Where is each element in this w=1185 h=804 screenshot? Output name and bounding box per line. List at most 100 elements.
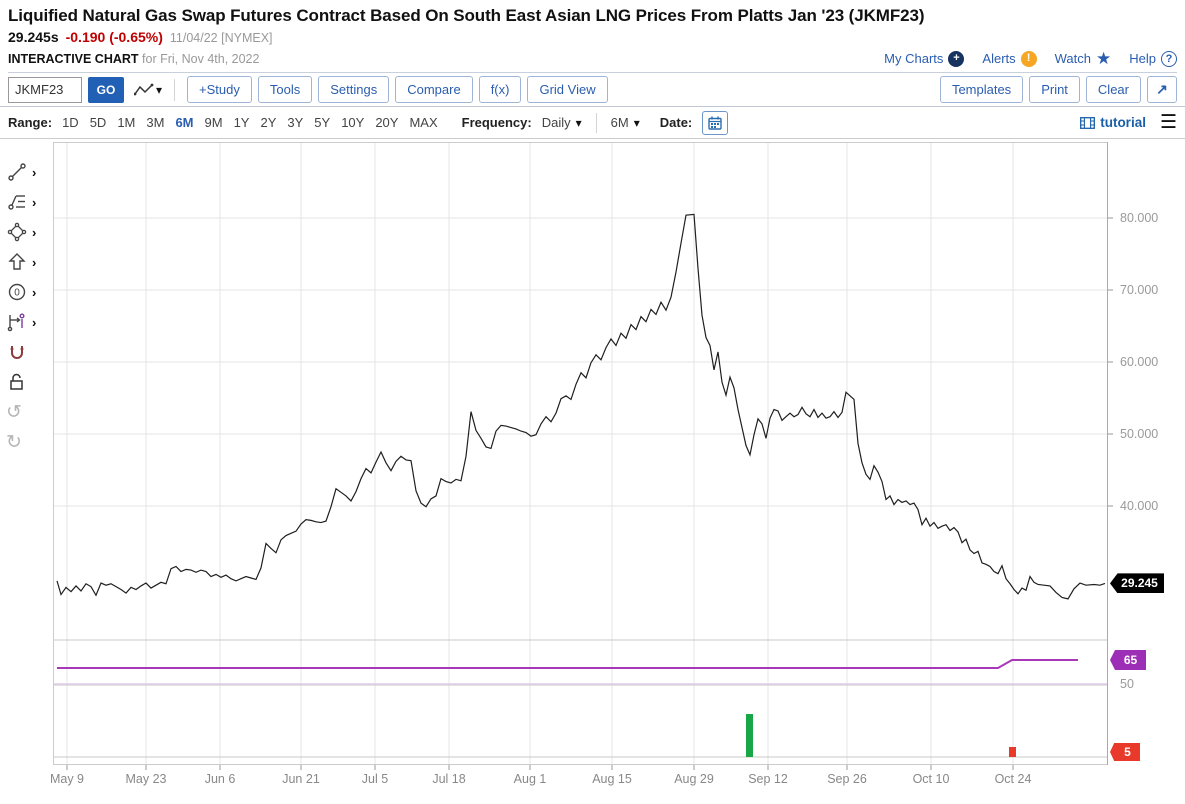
range-divider (595, 112, 597, 133)
range-bar-right: tutorial ☰ (1080, 113, 1177, 132)
calendar-icon (708, 116, 722, 130)
y-tick-40.000: 40.000 (1120, 499, 1159, 513)
range-option-3m[interactable]: 3M (146, 115, 165, 130)
calendar-button[interactable] (702, 110, 729, 135)
grid-view-button[interactable]: Grid View (527, 76, 608, 103)
x-tick-sep-26: Sep 26 (827, 772, 867, 786)
last-price-tag: 29.245 (1110, 573, 1164, 594)
toolbar-right-buttons: Templates Print Clear ↗ (939, 76, 1177, 103)
compare-button[interactable]: Compare (395, 76, 473, 103)
last-price: 29.245s (8, 29, 59, 45)
range-option-1d[interactable]: 1D (62, 115, 79, 130)
section-title: INTERACTIVE CHART for Fri, Nov 4th, 2022 (8, 51, 260, 66)
film-strip-icon (1080, 116, 1096, 129)
price-change: -0.190 (-0.65%) (65, 29, 163, 45)
range-option-20y[interactable]: 20Y (375, 115, 399, 130)
bar-panel-value-tag: 5 (1110, 743, 1140, 761)
x-tick-oct-10: Oct 10 (912, 772, 950, 786)
page-title: Liquified Natural Gas Swap Futures Contr… (8, 6, 925, 25)
section-row: INTERACTIVE CHART for Fri, Nov 4th, 2022… (8, 50, 1177, 73)
range-option-1y[interactable]: 1Y (233, 115, 250, 130)
quote-date: 11/04/22 [NYMEX] (169, 31, 273, 45)
clear-button[interactable]: Clear (1085, 76, 1141, 103)
popout-chart-button[interactable]: ↗ (1147, 76, 1177, 103)
line-chart-icon (134, 83, 154, 95)
magnet-mode[interactable] (6, 337, 50, 367)
shapes-tool[interactable]: › (6, 217, 50, 247)
frequency-select[interactable]: Daily ▾ (541, 115, 582, 130)
menu-icon[interactable]: ☰ (1159, 112, 1177, 133)
circled-zero-icon: 0 (8, 283, 26, 301)
tutorial-link[interactable]: tutorial (1080, 115, 1146, 130)
range-option-max[interactable]: MAX (409, 115, 438, 130)
redo-icon: ↻ (6, 431, 22, 453)
undo[interactable]: ↺ (6, 397, 50, 427)
range-options: 1D 5D 1M 3M 6M 9M 1Y 2Y 3Y 5Y 10Y 20Y MAX (62, 115, 438, 130)
chevron-right-icon: › (32, 284, 37, 300)
range-option-5d[interactable]: 5D (89, 115, 107, 130)
y-tick-50.000: 50.000 (1120, 427, 1159, 441)
star-icon: ★ (1096, 49, 1112, 68)
my-charts-link[interactable]: My Charts + (884, 50, 965, 67)
unlock-drawings[interactable] (6, 367, 50, 397)
y-tick-70.000: 70.000 (1120, 283, 1159, 297)
chart-toolbar: GO ▾ +StudyToolsSettingsComparef(x)Grid … (0, 73, 1185, 107)
cycle-tool[interactable]: 0 › (6, 277, 50, 307)
period-select[interactable]: 6M ▾ (610, 115, 640, 130)
header: Liquified Natural Gas Swap Futures Contr… (0, 0, 1185, 73)
undo-icon: ↺ (6, 401, 22, 423)
date-label: Date: (659, 115, 693, 130)
chevron-down-icon: ▾ (575, 115, 582, 130)
arrow-tool[interactable]: › (6, 247, 50, 277)
y-tick-60.000: 60.000 (1120, 355, 1159, 369)
help-link[interactable]: Help? (1129, 50, 1177, 67)
study-button[interactable]: +Study (187, 76, 252, 103)
go-button[interactable]: GO (88, 76, 124, 103)
arrow-up-right-icon: ↗ (1156, 81, 1168, 97)
chart-type-selector[interactable]: ▾ (134, 82, 162, 98)
question-circle-icon: ? (1161, 50, 1177, 67)
indicator-value-tag: 65 (1110, 650, 1146, 670)
x-tick-jul-5: Jul 5 (361, 772, 389, 786)
annotation-tool[interactable]: › (6, 187, 50, 217)
range-option-9m[interactable]: 9M (204, 115, 223, 130)
range-option-6m[interactable]: 6M (175, 115, 194, 130)
x-tick-aug-15: Aug 15 (592, 772, 632, 786)
svg-text:0: 0 (14, 288, 20, 299)
header-links: My Charts + Alerts! Watch ★ Help? (884, 50, 1177, 67)
chevron-right-icon: › (32, 194, 37, 210)
indicator-ref-label: 50 (1120, 677, 1134, 691)
redo[interactable]: ↻ (6, 427, 50, 457)
measure-tool[interactable]: › (6, 307, 50, 337)
chevron-right-icon: › (32, 314, 37, 330)
quote-row: 29.245s -0.190 (-0.65%) 11/04/22 [NYMEX] (8, 29, 1177, 45)
range-option-1m[interactable]: 1M (117, 115, 136, 130)
range-option-2y[interactable]: 2Y (260, 115, 277, 130)
print-button[interactable]: Print (1029, 76, 1080, 103)
x-tick-jun-21: Jun 21 (282, 772, 320, 786)
range-option-10y[interactable]: 10Y (341, 115, 365, 130)
watch-link[interactable]: Watch ★ (1054, 49, 1112, 68)
range-option-3y[interactable]: 3Y (287, 115, 304, 130)
chevron-right-icon: › (32, 254, 37, 270)
toolbar-divider (174, 78, 176, 101)
templates-button[interactable]: Templates (939, 76, 1024, 103)
x-tick-sep-12: Sep 12 (748, 772, 788, 786)
plus-circle-icon: + (948, 50, 965, 67)
x-tick-aug-1: Aug 1 (513, 772, 547, 786)
f-x-button[interactable]: f(x) (478, 76, 522, 103)
unlock-icon (10, 373, 23, 390)
arrow-icon (8, 253, 26, 270)
range-option-5y[interactable]: 5Y (314, 115, 331, 130)
drawing-tools-sidebar: › › › › 0 › › (6, 157, 50, 457)
symbol-input[interactable] (8, 76, 82, 103)
x-tick-may-9: May 9 (49, 772, 85, 786)
chevron-right-icon: › (32, 224, 37, 240)
tools-button[interactable]: Tools (257, 76, 313, 103)
settings-button[interactable]: Settings (318, 76, 390, 103)
alerts-link[interactable]: Alerts! (982, 50, 1037, 67)
trendline-tool[interactable]: › (6, 157, 50, 187)
magnet-icon (10, 346, 24, 359)
price-chart-plot[interactable] (53, 142, 1115, 774)
